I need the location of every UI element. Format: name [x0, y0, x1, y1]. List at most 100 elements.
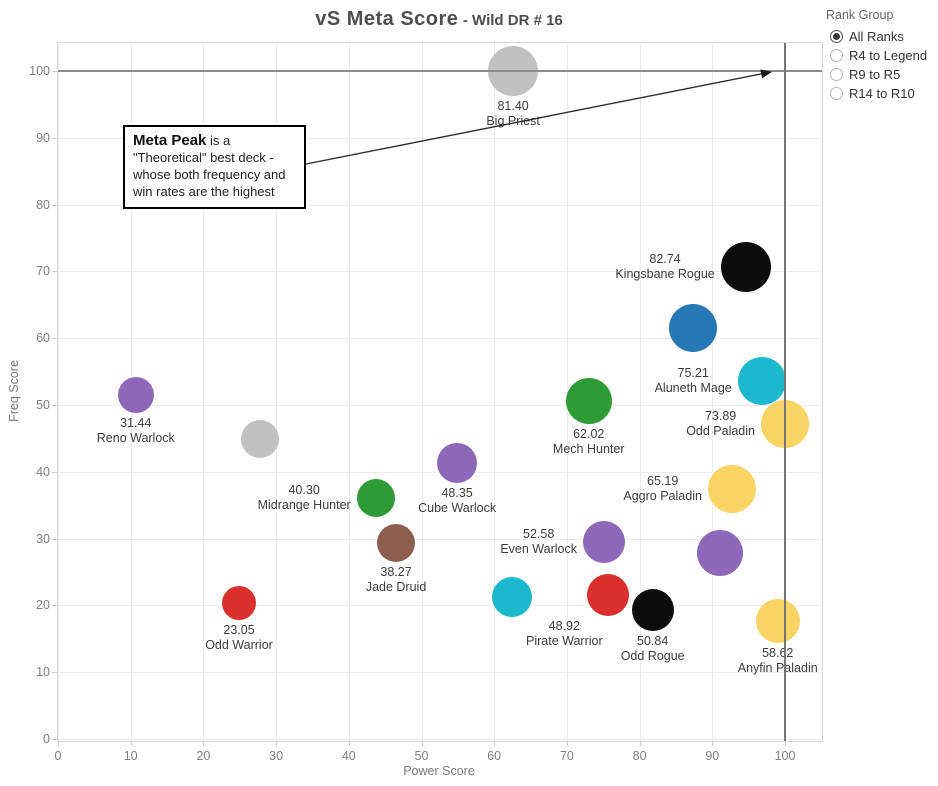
rank-option-r9-r5[interactable]: R9 to R5	[830, 67, 936, 82]
bubble-name: Aluneth Mage	[654, 380, 732, 395]
annotation-heading-rest: is a	[206, 133, 231, 148]
gridline	[712, 43, 714, 741]
bubble-label-odd-paladin: 73.89 Odd Paladin	[686, 409, 755, 439]
tick-mark	[712, 741, 714, 746]
bubble-value: 75.21	[677, 365, 709, 380]
bubble-kingsbane-rogue[interactable]	[720, 241, 771, 292]
bubble-name: Odd Warrior	[205, 637, 273, 652]
bubble-reno-warlock[interactable]	[117, 376, 154, 413]
tick-mark	[52, 471, 57, 473]
bubble-aggro-paladin[interactable]	[707, 465, 756, 514]
rank-option-r4-legend[interactable]: R4 to Legend	[830, 48, 936, 63]
x-tick-label: 50	[414, 749, 429, 763]
rank-option-label: R9 to R5	[849, 67, 901, 82]
rank-option-all-ranks[interactable]: All Ranks	[830, 29, 936, 44]
bubble-anyfin-paladin[interactable]	[755, 598, 800, 643]
page-title: vS Meta Score - Wild DR # 16	[57, 8, 821, 31]
meta-peak-annotation: Meta Peak is a "Theoretical" best deck -…	[123, 125, 306, 209]
gridline	[58, 405, 822, 406]
bubble-label-jade-druid: 38.27 Jade Druid	[366, 565, 426, 595]
x-tick-label: 30	[269, 749, 284, 763]
y-tick-label: 90	[36, 130, 50, 145]
bubble-label-reno-warlock: 31.44 Reno Warlock	[97, 416, 175, 446]
bubble-odd-rogue[interactable]	[631, 589, 674, 632]
meta-peak-freq-line	[58, 70, 822, 72]
tick-mark	[52, 672, 57, 674]
bubble-value: 62.02	[573, 426, 605, 441]
bubble-value: 48.92	[548, 618, 580, 633]
tick-mark	[203, 741, 205, 746]
tick-mark	[276, 741, 278, 746]
bubble-name: Kingsbane Rogue	[615, 266, 715, 281]
bubble-aluneth-mage[interactable]	[737, 356, 786, 405]
x-tick-label: 0	[54, 749, 62, 763]
tick-mark	[494, 741, 496, 746]
bubble-value: 81.40	[497, 99, 529, 113]
gridline	[348, 43, 350, 741]
y-tick-label: 30	[36, 531, 50, 546]
bubble-odd-warrior[interactable]	[222, 585, 257, 620]
rank-option-r14-r10[interactable]: R14 to R10	[830, 86, 936, 101]
gridline	[58, 43, 59, 741]
bubble-label-even-warlock: 52.58 Even Warlock	[500, 527, 577, 557]
gridline	[276, 43, 278, 741]
tick-mark	[52, 338, 57, 340]
tick-mark	[52, 538, 57, 540]
tick-mark	[785, 741, 786, 746]
bubble-unlabeled[interactable]	[491, 576, 532, 617]
bubble-midrange-hunter[interactable]	[356, 478, 395, 517]
x-tick-label: 60	[487, 749, 502, 763]
bubble-value: 31.44	[120, 415, 152, 430]
gridline	[639, 43, 641, 741]
x-tick-label: 80	[632, 749, 647, 763]
bubble-mech-hunter[interactable]	[565, 377, 612, 424]
bubble-value: 50.84	[637, 634, 669, 649]
chart-title-sub: - Wild DR # 16	[462, 12, 563, 29]
bubble-value: 58.62	[762, 645, 794, 660]
tick-mark	[52, 137, 57, 139]
radio-icon[interactable]	[830, 87, 843, 100]
bubble-unlabeled[interactable]	[241, 420, 280, 459]
bubble-pirate-warrior[interactable]	[587, 573, 630, 616]
gridline	[494, 43, 496, 741]
radio-icon[interactable]	[830, 30, 843, 43]
bubble-name: Big Priest	[486, 114, 540, 128]
bubble-unlabeled[interactable]	[668, 304, 717, 353]
bubble-cube-warlock[interactable]	[437, 443, 478, 484]
bubble-name: Mech Hunter	[552, 441, 625, 456]
annotation-line: "Theoretical" best deck -	[133, 150, 274, 165]
bubble-jade-druid[interactable]	[377, 524, 416, 563]
y-tick-label: 80	[36, 197, 50, 212]
radio-icon[interactable]	[830, 49, 843, 62]
bubble-unlabeled[interactable]	[697, 530, 744, 577]
bubble-name: Jade Druid	[365, 580, 427, 595]
rank-group-panel: Rank Group All Ranks R4 to Legend R9 to …	[826, 8, 936, 105]
bubble-even-warlock[interactable]	[582, 520, 625, 563]
y-tick-label: 10	[36, 665, 50, 680]
bubble-label-aggro-paladin: 65.19 Aggro Paladin	[623, 474, 702, 504]
bubble-label-midrange-hunter: 40.30 Midrange Hunter	[258, 483, 351, 513]
x-tick-label: 40	[341, 749, 356, 763]
rank-option-label: All Ranks	[849, 29, 904, 44]
annotation-heading: Meta Peak	[133, 132, 207, 149]
annotation-line: win rates are the highest	[133, 184, 275, 199]
rank-group-title: Rank Group	[826, 8, 894, 22]
radio-icon[interactable]	[830, 68, 843, 81]
tick-mark	[421, 741, 423, 746]
bubble-name: Anyfin Paladin	[737, 660, 818, 675]
bubble-value: 40.30	[288, 482, 320, 497]
bubble-label-cube-warlock: 48.35 Cube Warlock	[418, 486, 496, 516]
bubble-name: Reno Warlock	[96, 430, 175, 445]
y-tick-label: 50	[36, 398, 50, 412]
bubble-value: 48.35	[441, 486, 473, 501]
bubble-value: 65.19	[647, 474, 679, 489]
tick-mark	[639, 741, 641, 746]
y-axis-label: Freq Score	[7, 360, 21, 422]
bubble-value: 73.89	[704, 408, 737, 423]
meta-peak-power-line	[784, 43, 786, 741]
tick-mark	[348, 741, 350, 746]
gridline	[58, 204, 822, 206]
x-tick-label: 20	[196, 749, 211, 763]
y-tick-label: 20	[36, 598, 50, 613]
